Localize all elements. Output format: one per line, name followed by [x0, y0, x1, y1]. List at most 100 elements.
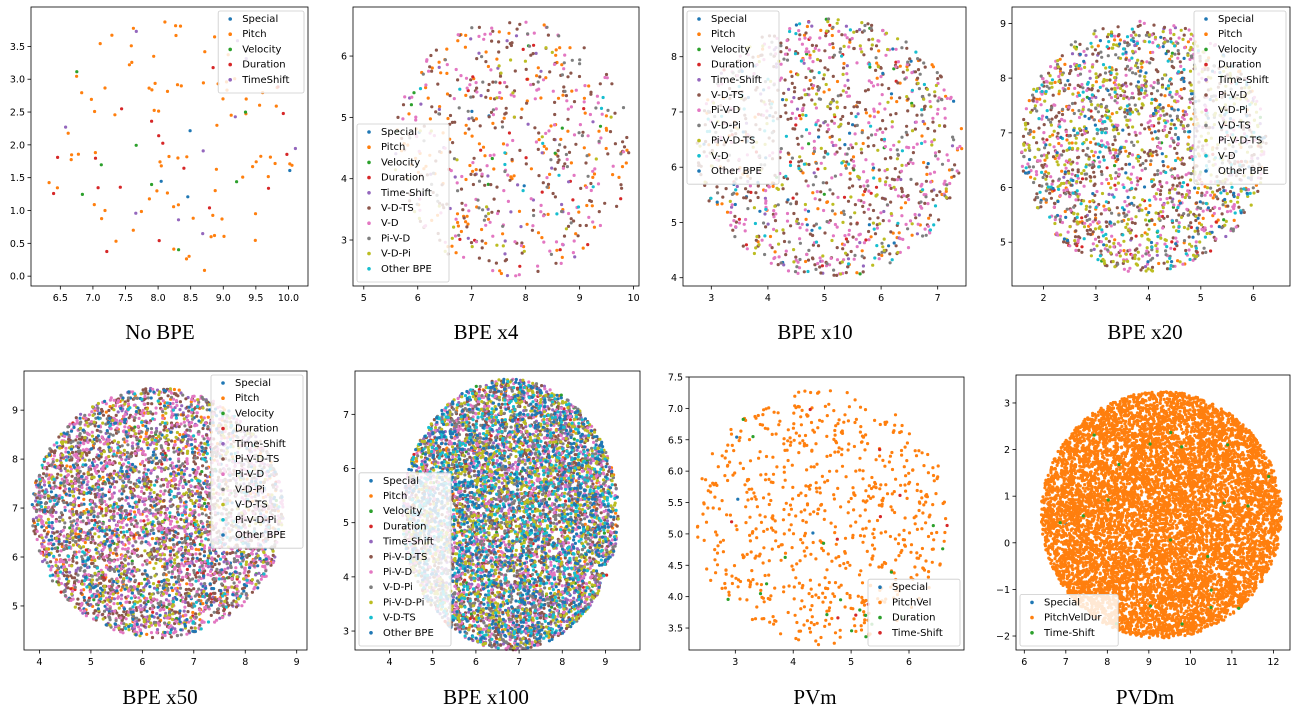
data-point [52, 191, 56, 196]
data-point [533, 126, 537, 130]
data-point [843, 33, 847, 37]
data-point [1150, 245, 1154, 249]
data-point [74, 532, 78, 536]
data-point [1045, 138, 1049, 142]
data-point [1176, 49, 1180, 53]
data-point [1229, 209, 1233, 213]
data-point [883, 183, 888, 187]
data-point [1068, 83, 1072, 87]
data-point [1168, 188, 1172, 192]
data-point [756, 195, 760, 200]
data-point [1232, 218, 1236, 222]
data-point [819, 146, 823, 150]
data-point [872, 176, 876, 180]
data-point [927, 93, 931, 97]
data-point [593, 167, 597, 171]
data-point [1147, 253, 1151, 257]
data-point [1063, 83, 1067, 87]
data-point [790, 81, 794, 85]
data-point [864, 187, 868, 191]
data-point [1082, 184, 1086, 188]
data-point [585, 154, 589, 158]
data-point [1100, 172, 1104, 177]
data-point [512, 94, 516, 98]
data-point [764, 225, 768, 229]
data-point [1143, 91, 1147, 95]
data-point [860, 50, 864, 54]
data-point [583, 111, 587, 115]
data-point [446, 116, 450, 121]
data-point [850, 146, 855, 150]
data-point [1150, 269, 1155, 273]
data-point [1175, 114, 1179, 118]
data-point [1055, 160, 1059, 164]
data-point [503, 112, 507, 116]
data-point [147, 86, 151, 90]
data-point [581, 246, 585, 250]
data-point [1152, 112, 1156, 116]
data-point [746, 190, 750, 194]
data-point [878, 127, 882, 131]
data-point [509, 43, 513, 48]
data-point [1212, 211, 1216, 216]
data-point [1133, 254, 1137, 258]
data-point [861, 193, 865, 197]
data-point [849, 195, 853, 199]
legend-marker [367, 191, 371, 195]
data-point [858, 272, 862, 276]
data-point [916, 76, 920, 80]
data-point [1149, 240, 1154, 245]
data-point [207, 206, 212, 210]
data-point [520, 241, 524, 245]
data-point [1177, 229, 1181, 233]
data-point [1073, 86, 1077, 90]
data-point [927, 216, 931, 220]
data-point [150, 88, 154, 92]
data-point [862, 29, 866, 33]
data-point [76, 152, 80, 156]
data-point [1020, 150, 1024, 154]
data-point [1069, 162, 1073, 166]
data-point [1073, 242, 1077, 246]
data-point [825, 29, 829, 33]
data-point [889, 230, 893, 234]
data-point [510, 41, 514, 45]
data-point [233, 115, 237, 119]
data-point [793, 270, 798, 274]
data-point [1085, 88, 1089, 93]
data-point [822, 192, 826, 196]
data-point [1162, 203, 1166, 207]
data-point [1076, 174, 1080, 178]
data-point [578, 123, 583, 127]
data-point [466, 89, 470, 93]
data-point [748, 199, 752, 203]
data-point [158, 160, 162, 164]
data-point [795, 136, 799, 140]
data-point [571, 251, 576, 255]
data-point [952, 99, 956, 103]
data-point [466, 109, 470, 113]
data-point [456, 78, 460, 82]
data-point [1052, 201, 1057, 205]
data-point [782, 263, 786, 267]
data-point [1155, 172, 1160, 176]
data-point [1075, 161, 1079, 165]
data-point [498, 74, 503, 78]
data-point [822, 155, 826, 159]
data-point [586, 243, 590, 247]
data-point [910, 71, 914, 75]
data-point [800, 222, 804, 226]
data-point [524, 67, 528, 71]
data-point [1096, 110, 1100, 114]
data-point [1169, 40, 1173, 44]
data-point [1193, 229, 1197, 233]
data-point [1104, 145, 1108, 149]
data-point [896, 221, 900, 225]
data-point [1084, 165, 1088, 169]
data-point [905, 95, 909, 99]
data-point [814, 267, 818, 271]
data-point [907, 197, 911, 202]
data-point [1150, 218, 1154, 222]
data-point [911, 151, 916, 155]
